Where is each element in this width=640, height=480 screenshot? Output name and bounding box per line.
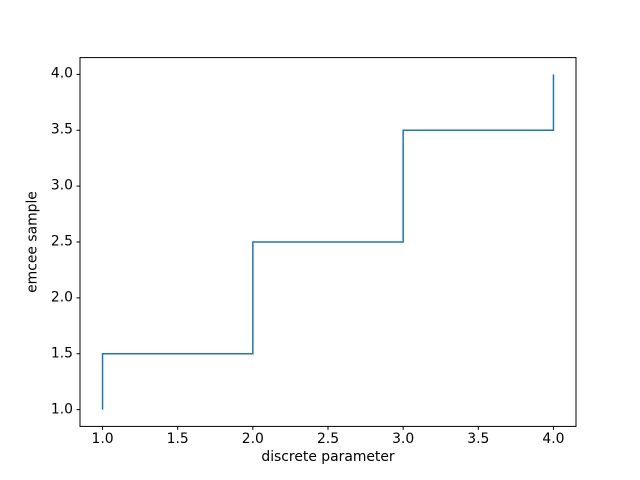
x-tick-label: 3.0 xyxy=(392,431,415,448)
data-line xyxy=(101,74,555,410)
x-tick-label: 3.5 xyxy=(467,431,490,448)
x-tick-label: 4.0 xyxy=(542,431,565,448)
x-tick-label: 1.5 xyxy=(166,431,189,448)
y-tick-label: 1.5 xyxy=(50,345,73,362)
y-tick-label: 1.0 xyxy=(50,400,73,417)
x-tick-label: 2.5 xyxy=(316,431,340,448)
y-tick-label: 2.5 xyxy=(50,233,73,250)
x-tick-label: 2.0 xyxy=(241,431,264,448)
y-axis-label: emcee sample xyxy=(24,191,41,293)
y-tick-label: 3.0 xyxy=(50,177,73,194)
y-tick-label: 2.0 xyxy=(50,289,73,306)
y-tick-label: 4.0 xyxy=(50,65,73,82)
y-tick-label: 3.5 xyxy=(50,121,73,138)
x-tick-label: 1.0 xyxy=(91,431,114,448)
x-axis-label: discrete parameter xyxy=(261,449,395,465)
